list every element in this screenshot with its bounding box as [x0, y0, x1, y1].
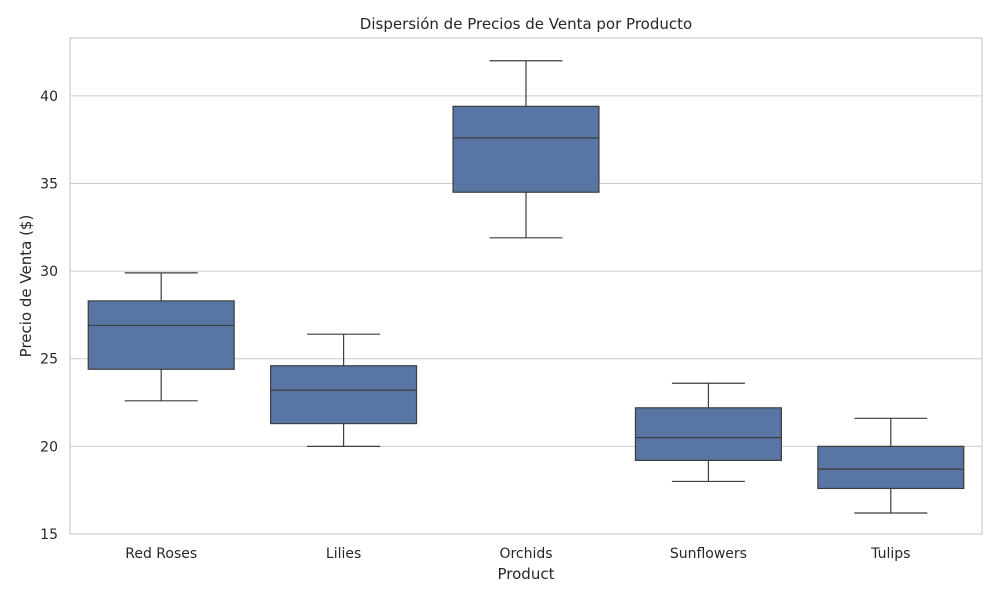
box-layer [87, 60, 965, 514]
iqr-box [87, 300, 235, 370]
x-axis-label: Product [498, 565, 555, 583]
plot-frame [69, 37, 983, 535]
x-tick-label: Orchids [499, 546, 552, 562]
y-tick-label: 15 [40, 527, 58, 543]
y-axis-label: Precio de Venta ($) [17, 215, 35, 358]
iqr-box [634, 407, 782, 461]
x-tick-label: Sunflowers [670, 546, 747, 562]
y-tick-label: 20 [40, 439, 58, 455]
box-group [87, 272, 235, 402]
x-tick-label: Red Roses [125, 546, 197, 562]
box-group [452, 60, 600, 239]
y-tick-label: 25 [40, 352, 58, 368]
box-group [634, 382, 782, 483]
x-tick-label: Tulips [870, 546, 910, 562]
y-tick-labels: 15 20 25 30 35 40 [40, 89, 58, 543]
chart-title: Dispersión de Precios de Venta por Produ… [360, 15, 692, 33]
box-group [270, 333, 418, 447]
iqr-box [270, 365, 418, 425]
x-tick-label: Lilies [326, 546, 361, 562]
y-tick-label: 30 [40, 264, 58, 280]
x-tick-labels: Red Roses Lilies Orchids Sunflowers Tulips [125, 546, 910, 562]
y-tick-label: 35 [40, 176, 58, 192]
box-group [817, 417, 965, 514]
iqr-box [452, 105, 600, 193]
iqr-box [817, 445, 965, 490]
y-tick-label: 40 [40, 89, 58, 105]
